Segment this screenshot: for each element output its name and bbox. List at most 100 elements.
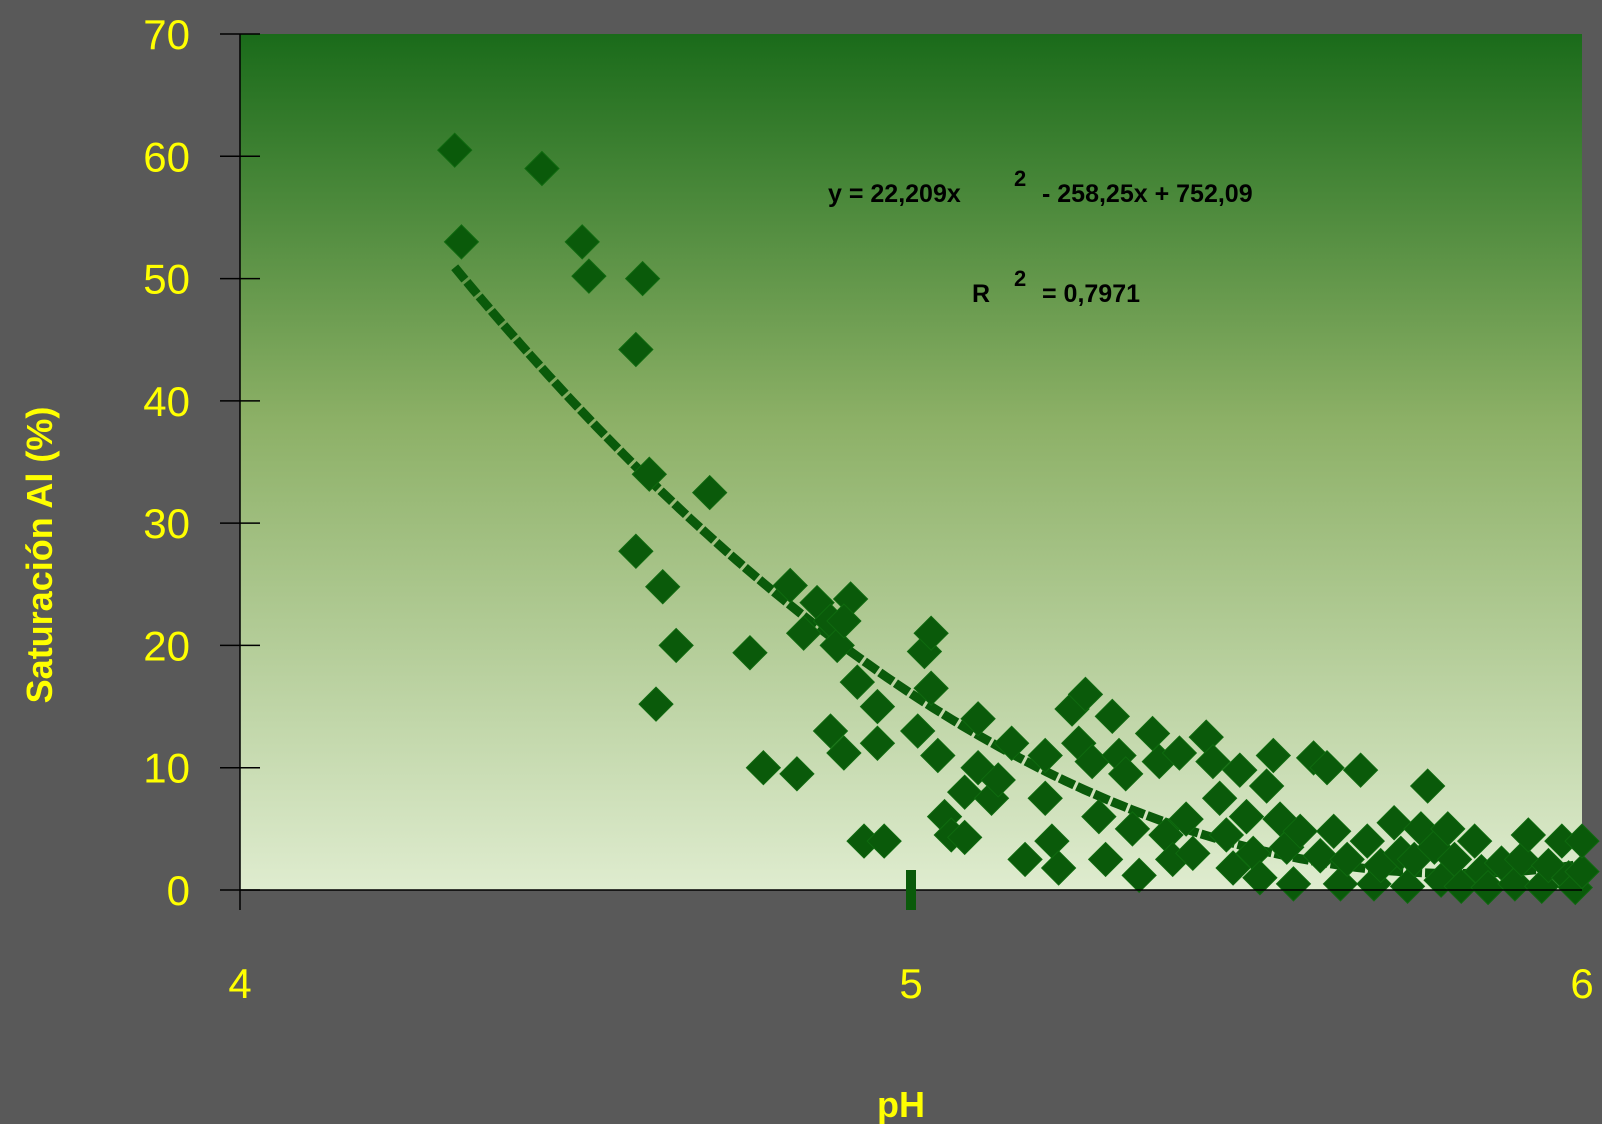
data-point bbox=[839, 664, 876, 700]
data-point bbox=[1322, 866, 1359, 902]
plot-area bbox=[240, 34, 1582, 890]
data-point bbox=[1134, 715, 1171, 752]
y-tick-label: 10 bbox=[143, 745, 190, 792]
x-tick-label: 5 bbox=[899, 960, 922, 1007]
data-point bbox=[1215, 850, 1251, 886]
data-point bbox=[980, 762, 1016, 798]
data-point bbox=[437, 132, 473, 168]
data-point bbox=[1564, 823, 1600, 859]
data-point bbox=[1161, 735, 1198, 771]
data-point bbox=[960, 701, 996, 737]
data-point bbox=[1121, 857, 1157, 894]
data-point bbox=[658, 627, 694, 664]
data-point bbox=[1255, 737, 1292, 774]
data-point bbox=[1443, 868, 1479, 905]
data-point bbox=[638, 686, 674, 722]
data-point bbox=[1275, 866, 1312, 902]
data-point bbox=[524, 150, 560, 187]
data-point bbox=[826, 603, 862, 639]
data-point bbox=[1087, 841, 1124, 878]
data-point bbox=[1228, 798, 1265, 835]
data-point bbox=[1040, 850, 1077, 886]
data-point bbox=[732, 635, 768, 671]
data-point bbox=[745, 750, 782, 786]
data-point bbox=[859, 688, 896, 725]
data-point bbox=[1027, 780, 1063, 816]
data-point bbox=[859, 725, 896, 761]
data-point bbox=[618, 331, 654, 368]
x-axis-title: pH bbox=[877, 1084, 925, 1124]
data-point bbox=[819, 627, 855, 664]
data-point bbox=[1456, 823, 1493, 859]
data-point bbox=[1564, 853, 1600, 890]
data-point bbox=[866, 823, 902, 859]
data-point bbox=[1302, 838, 1339, 874]
data-point bbox=[571, 258, 607, 294]
data-point bbox=[946, 774, 983, 810]
data-point bbox=[812, 713, 849, 749]
data-point bbox=[1282, 813, 1318, 850]
data-point bbox=[1195, 743, 1231, 780]
data-point bbox=[1242, 860, 1278, 896]
data-point bbox=[564, 224, 600, 260]
data-point bbox=[1329, 841, 1365, 878]
data-point bbox=[443, 224, 480, 260]
data-point bbox=[779, 756, 815, 792]
y-tick-label: 20 bbox=[143, 622, 190, 669]
data-point bbox=[1007, 841, 1043, 878]
x-tick-mark-5 bbox=[906, 870, 916, 910]
y-tick-label: 70 bbox=[143, 11, 190, 58]
y-tick-label: 60 bbox=[143, 133, 190, 180]
r-squared-label: R bbox=[972, 280, 990, 308]
data-point bbox=[1208, 817, 1245, 853]
data-point bbox=[1222, 752, 1258, 788]
data-point bbox=[1168, 801, 1204, 837]
data-point bbox=[1114, 811, 1151, 847]
data-point bbox=[645, 569, 681, 605]
y-tick-label: 30 bbox=[143, 500, 190, 547]
y-tick-label: 40 bbox=[143, 378, 190, 425]
axes-layer bbox=[220, 33, 1582, 910]
data-point bbox=[1027, 737, 1063, 774]
data-point bbox=[1510, 817, 1547, 853]
data-point bbox=[1081, 798, 1117, 835]
data-point bbox=[826, 735, 862, 771]
data-point bbox=[1349, 823, 1385, 859]
data-point bbox=[1376, 805, 1412, 841]
data-point bbox=[631, 456, 668, 492]
data-point bbox=[785, 615, 822, 651]
data-point bbox=[624, 260, 661, 297]
data-point bbox=[1430, 811, 1466, 847]
data-point bbox=[913, 615, 949, 651]
data-point bbox=[993, 725, 1030, 761]
data-point bbox=[1175, 835, 1211, 872]
y-tick-label: 50 bbox=[143, 256, 190, 303]
data-point bbox=[772, 567, 808, 604]
y-tick-label: 0 bbox=[167, 867, 190, 914]
data-point bbox=[920, 737, 956, 774]
data-point bbox=[1201, 780, 1238, 816]
data-point bbox=[1094, 698, 1131, 735]
trendline-equation-exponent: 2 bbox=[1014, 166, 1026, 191]
data-points-layer bbox=[437, 132, 1600, 906]
data-point bbox=[946, 819, 983, 856]
data-point bbox=[618, 533, 654, 569]
data-point bbox=[1316, 813, 1352, 850]
data-point bbox=[1248, 768, 1285, 804]
y-axis-title: Saturación Al (%) bbox=[19, 407, 60, 704]
data-point bbox=[691, 474, 728, 511]
trendline-equation: y = 22,209x bbox=[828, 180, 961, 208]
data-point bbox=[900, 713, 936, 749]
data-point bbox=[1503, 841, 1540, 878]
data-point bbox=[1309, 750, 1345, 786]
data-point bbox=[1497, 866, 1533, 902]
data-point bbox=[1067, 676, 1104, 713]
x-tick-label: 4 bbox=[228, 960, 251, 1007]
data-point bbox=[913, 670, 949, 706]
data-point bbox=[1409, 768, 1446, 804]
data-point bbox=[1108, 756, 1144, 792]
r-squared-value: = 0,7971 bbox=[1042, 280, 1140, 308]
data-point bbox=[1342, 752, 1379, 788]
